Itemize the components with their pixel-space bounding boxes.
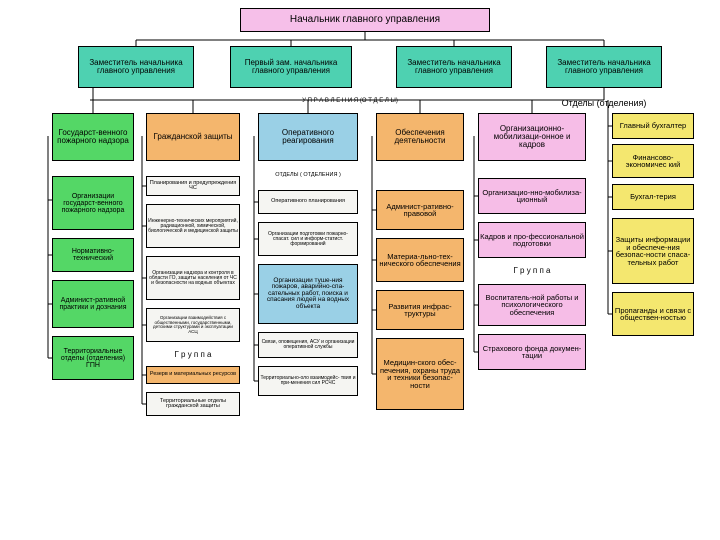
box-o3: Организации надзора и контроля в области…	[146, 256, 240, 300]
box-o5: Резерв и материальных ресурсов	[146, 366, 240, 384]
label-otdely_otd-2: Отделы (отделения)	[546, 98, 662, 108]
org-chart: Начальник главного управления Заместитель…	[0, 0, 720, 540]
box-g1d: Территориальные отделы (отделения) ГПН	[52, 336, 134, 380]
box-d1: Заместитель начальника главного управлен…	[78, 46, 194, 88]
box-d2: Первый зам. начальника главного управлен…	[230, 46, 352, 88]
label-gruppa-4: Г р у п п а	[478, 266, 586, 275]
box-p3: Воспитатель-ной работы и психологическог…	[478, 284, 586, 326]
box-g1c: Админист-ративной практики и дознания	[52, 280, 134, 328]
box-r4: Медицин-ского обес-печения, охраны труда…	[376, 338, 464, 410]
box-r3: Развития инфрас-труктуры	[376, 290, 464, 330]
box-c5: Организационно-мобилизаци-онное и кадров	[478, 113, 586, 161]
box-y0: Главный бухгалтер	[612, 113, 694, 139]
box-r2: Материа-льно-тех-нического обеспечения	[376, 238, 464, 282]
box-c4: Обеспечения деятельности	[376, 113, 464, 161]
box-g1b: Нормативно-технический	[52, 238, 134, 272]
box-o4: Организации взаимодействия с общественны…	[146, 308, 240, 342]
box-p2: Кадров и про-фессиональной подготовки	[478, 222, 586, 258]
box-p1: Организацио-нно-мобилиза-ционный	[478, 178, 586, 214]
box-d3: Заместитель начальника главного управлен…	[396, 46, 512, 88]
box-b5: Территориально-оло взаимодейс- твия и пр…	[258, 366, 358, 396]
box-b3: Организации туше-ния пожаров, аварийно-с…	[258, 264, 358, 324]
label-upravleniya-0: У П Р А В Л Е Н И Я (О Т Д Е Л Ы)	[250, 98, 450, 104]
label-gruppa-3: Г р у п п а	[146, 350, 240, 359]
box-o6: Территориальные отделы гражданской защит…	[146, 392, 240, 416]
box-r1: Админист-ративно-правовой	[376, 190, 464, 230]
box-head: Начальник главного управления	[240, 8, 490, 32]
box-g1a: Организации государст-венного пожарного …	[52, 176, 134, 230]
box-c3: Оперативного реагирования	[258, 113, 358, 161]
box-y2: Бухгал-терия	[612, 184, 694, 210]
box-y3: Защиты информации и обеспече-ния безопас…	[612, 218, 694, 284]
box-b2: Организации подготовки пожарно-спасат. с…	[258, 222, 358, 256]
box-o1: Планирования и предупреждения ЧС	[146, 176, 240, 196]
box-y1: Финансово-экономичес кий	[612, 144, 694, 178]
box-y4: Пропаганды и связи с обществен-ностью	[612, 292, 694, 336]
label-otdely-1: ОТДЕЛЫ ( ОТДЕЛЕНИЯ )	[258, 172, 358, 178]
box-c2: Гражданской защиты	[146, 113, 240, 161]
box-b4: Связи, оповещения, АСУ и организации опе…	[258, 332, 358, 358]
box-d4: Заместитель начальника главного управлен…	[546, 46, 662, 88]
box-p4: Страхового фонда докумен-тации	[478, 334, 586, 370]
box-o2: Инженерно-технических мероприятий, радиа…	[146, 204, 240, 248]
box-b1: Оперативного планирования	[258, 190, 358, 214]
box-c1: Государст-венного пожарного надзора	[52, 113, 134, 161]
